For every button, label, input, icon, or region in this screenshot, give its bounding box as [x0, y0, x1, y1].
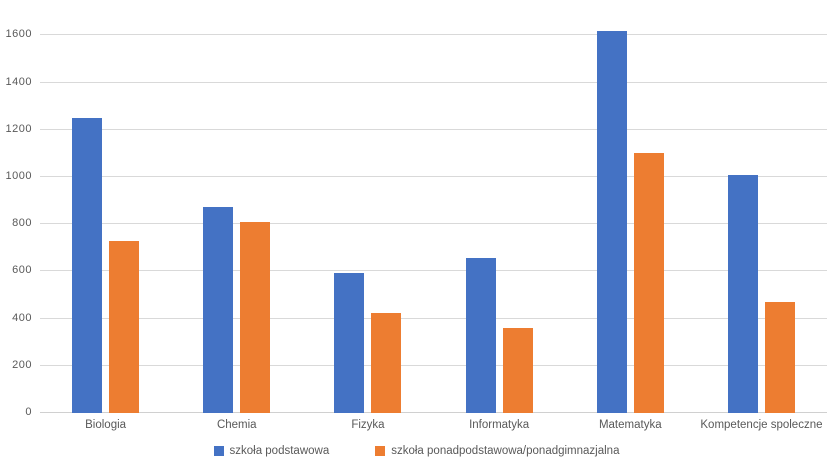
bar-chemia — [240, 221, 271, 413]
y-tick-label: 1600 — [5, 28, 32, 41]
x-category-label: Chemia — [216, 419, 257, 431]
bar-fizyka — [334, 272, 365, 413]
y-tick-label: 1200 — [5, 122, 32, 135]
bar-chemia — [203, 206, 234, 413]
x-axis: Biologia Chemia Fizyka Informatyka Matematyk… — [40, 419, 827, 431]
x-category-label: Fizyka — [351, 419, 385, 431]
bar-group-fizyka — [302, 13, 433, 413]
x-category-label: Biologia — [85, 419, 127, 431]
bar-group-matematyka — [565, 13, 696, 413]
legend-item: szkoła ponadpodstawowa/ponadgimnazjalna — [375, 445, 619, 457]
gridline — [40, 270, 827, 272]
plot-area — [40, 13, 827, 413]
gridline — [40, 223, 827, 225]
x-category-label: Informatyka — [469, 419, 530, 431]
y-tick-label: 1400 — [5, 75, 32, 88]
bar-group-chemia — [171, 13, 302, 413]
x-category-label: Matematyka — [598, 419, 662, 431]
gridline — [40, 176, 827, 177]
gridline — [40, 128, 827, 130]
gridline — [40, 34, 827, 36]
y-axis: 0 200 400 600 800 1000 1200 1400 1600 — [0, 13, 34, 418]
bar-fizyka — [371, 312, 402, 413]
gridline — [40, 81, 827, 83]
bar-informatyka — [465, 258, 496, 413]
bar-group-biologia — [40, 13, 171, 413]
bar-group-informatyka — [434, 13, 565, 413]
bar-matematyka — [633, 153, 664, 413]
y-tick-label: 600 — [12, 264, 32, 277]
y-tick-label: 200 — [12, 358, 32, 371]
bar-biologia — [72, 118, 103, 413]
y-tick-label: 1000 — [5, 170, 32, 182]
x-category-label: Kompetencje spoleczne — [700, 419, 823, 431]
legend-swatch-icon — [375, 446, 386, 456]
bar-biologia — [109, 240, 140, 413]
legend: szkoła podstawowa szkoła ponadpodstawowa/… — [0, 445, 833, 457]
bar-kompetencje-spoleczne — [727, 174, 758, 413]
gridline — [40, 317, 827, 319]
y-tick-label: 0 — [25, 406, 32, 418]
y-tick-label: 800 — [12, 217, 32, 230]
legend-label: szkoła podstawowa — [229, 445, 330, 457]
legend-label: szkoła ponadpodstawowa/ponadgimnazjalna — [391, 445, 620, 457]
x-axis-line — [40, 412, 827, 413]
bar-kompetencje-spoleczne — [764, 302, 795, 413]
gridline — [40, 364, 827, 366]
bar-matematyka — [596, 30, 627, 413]
bar-informatyka — [502, 328, 533, 413]
legend-swatch-icon — [213, 446, 224, 456]
legend-item: szkoła podstawowa — [213, 445, 330, 457]
y-tick-label: 400 — [12, 311, 32, 324]
bar-group-kompetencje-spoleczne — [696, 13, 827, 413]
